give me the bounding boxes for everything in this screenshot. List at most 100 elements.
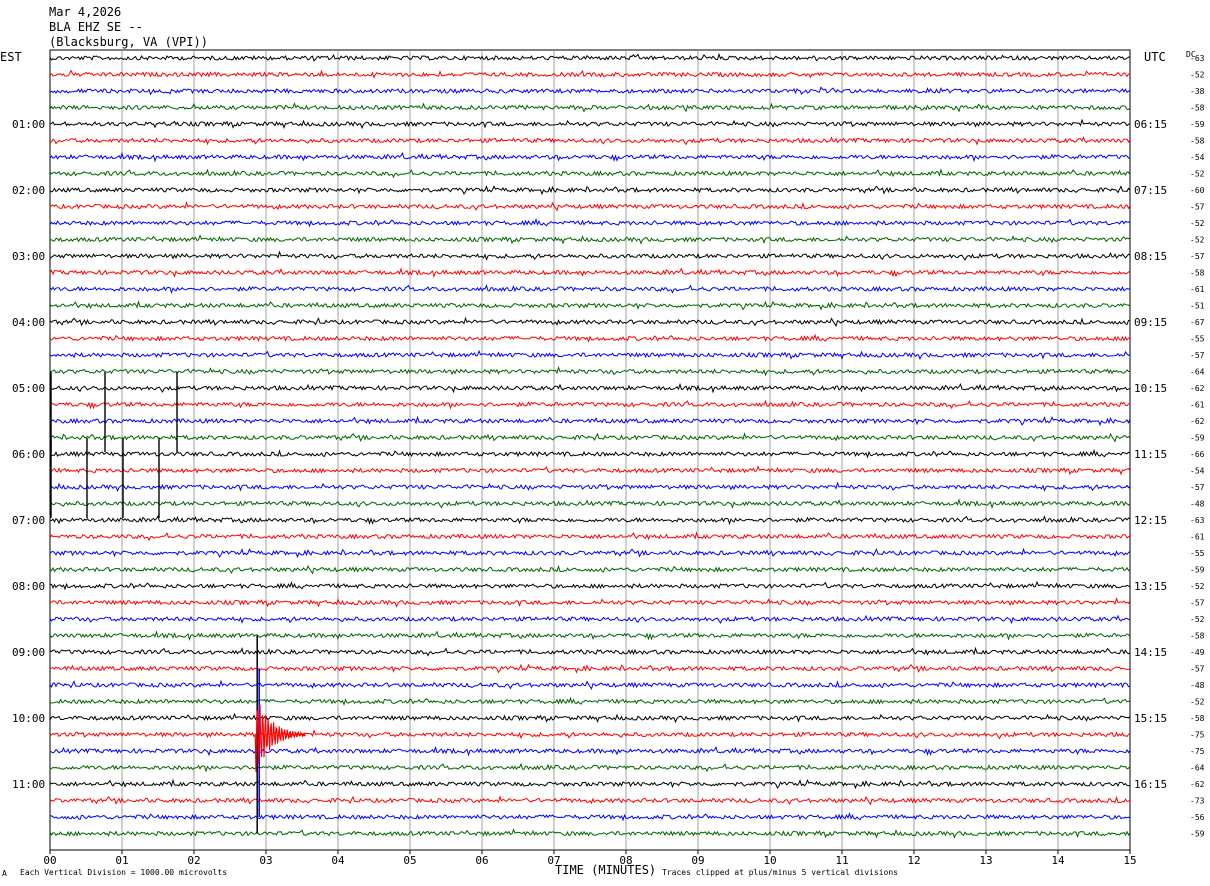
dc-offset-label: -52 <box>1190 170 1205 179</box>
dc-offset-label: -55 <box>1190 549 1205 558</box>
dc-offset-label: -52 <box>1190 219 1205 228</box>
seismic-trace <box>49 415 1131 427</box>
left-time-label: 05:00 <box>12 382 45 395</box>
dc-offset-label: -38 <box>1190 87 1205 96</box>
station-label: BLA EHZ SE -- <box>49 20 143 34</box>
scale-note: Each Vertical Division = 1000.00 microvo… <box>20 868 227 877</box>
dc-offset-label: -52 <box>1190 615 1205 624</box>
seismic-trace <box>49 168 1131 179</box>
seismic-trace <box>49 432 1131 443</box>
x-tick-label: 02 <box>187 854 200 867</box>
dc-offset-label: -61 <box>1190 533 1205 542</box>
footer-mark: A <box>2 869 7 878</box>
x-tick-label: 12 <box>907 854 920 867</box>
seismic-trace <box>49 250 1131 261</box>
x-axis-label: TIME (MINUTES) <box>555 863 656 877</box>
seismic-trace <box>49 712 1131 724</box>
seismic-trace <box>49 333 1130 344</box>
right-time-label: 16:15 <box>1134 778 1167 791</box>
seismic-trace <box>49 580 1131 591</box>
seismic-trace <box>49 366 1131 377</box>
dc-offset-label: -58 <box>1190 714 1205 723</box>
dc-offset-label: -63 <box>1190 54 1205 63</box>
x-tick-label: 05 <box>403 854 416 867</box>
seismic-trace <box>49 69 1131 79</box>
seismic-trace <box>49 729 1131 740</box>
left-axis-title: EST <box>0 50 22 64</box>
dc-offset-label: -64 <box>1190 368 1205 377</box>
right-time-label: 15:15 <box>1134 712 1167 725</box>
left-time-label: 06:00 <box>12 448 45 461</box>
seismic-trace <box>49 234 1131 245</box>
dc-offset-label: -57 <box>1190 203 1205 212</box>
seismic-trace <box>49 284 1131 295</box>
dc-offset-label: -62 <box>1190 384 1205 393</box>
traces <box>49 52 1131 839</box>
dc-offset-labels: -63 -52 -38 -58 -59 -58 -54 -52 -60 -57 -52 -52 -57 -… <box>1190 54 1205 839</box>
dc-offset-label: -54 <box>1190 153 1205 162</box>
seismic-trace <box>49 514 1131 526</box>
dc-offset-label: -75 <box>1190 731 1205 740</box>
x-tick-label: 06 <box>475 854 488 867</box>
seismic-trace <box>49 449 1131 459</box>
dc-offset-label: -51 <box>1190 302 1205 311</box>
seismic-trace <box>49 52 1131 62</box>
dc-offset-label: -64 <box>1190 764 1205 773</box>
right-time-label: 08:15 <box>1134 250 1167 263</box>
seismic-trace <box>49 102 1131 113</box>
seismic-trace <box>49 498 1131 510</box>
seismic-trace <box>49 201 1131 212</box>
seismic-trace <box>49 646 1131 657</box>
dc-offset-label: -59 <box>1190 434 1205 443</box>
right-time-label: 07:15 <box>1134 184 1167 197</box>
x-tick-labels: 00 01 02 03 04 05 06 07 08 09 10 11 12 13 14 15 <box>43 854 1136 867</box>
left-time-label: 03:00 <box>12 250 45 263</box>
dc-offset-label: -73 <box>1190 797 1205 806</box>
right-time-labels: 06:15 07:15 08:15 09:15 10:15 11:15 12:15 13:15… <box>1134 118 1167 791</box>
dc-offset-label: -59 <box>1190 566 1205 575</box>
dc-offset-label: -52 <box>1190 698 1205 707</box>
left-time-label: 08:00 <box>12 580 45 593</box>
dc-offset-label: -58 <box>1190 137 1205 146</box>
seismic-trace <box>49 778 1130 790</box>
dc-offset-label: -59 <box>1190 120 1205 129</box>
seismic-trace <box>49 812 1131 822</box>
left-time-label: 02:00 <box>12 184 45 197</box>
dc-offset-label: -52 <box>1190 236 1205 245</box>
right-time-label: 11:15 <box>1134 448 1167 461</box>
seismic-trace <box>49 349 1131 361</box>
left-time-label: 09:00 <box>12 646 45 659</box>
left-time-label: 11:00 <box>12 778 45 791</box>
dc-offset-label: -57 <box>1190 351 1205 360</box>
x-tick-label: 11 <box>835 854 848 867</box>
seismic-trace <box>49 86 1131 96</box>
x-tick-label: 04 <box>331 854 345 867</box>
seismic-trace <box>49 316 1131 327</box>
right-axis-title: UTC <box>1144 50 1166 64</box>
dc-offset-label: -63 <box>1190 516 1205 525</box>
dc-offset-label: -57 <box>1190 252 1205 261</box>
seismic-trace <box>49 465 1131 476</box>
left-time-label: 04:00 <box>12 316 45 329</box>
right-time-label: 10:15 <box>1134 382 1167 395</box>
dc-offset-label: -59 <box>1190 830 1205 839</box>
seismic-trace <box>49 564 1131 575</box>
seismic-trace <box>49 547 1131 559</box>
dc-title: DC <box>1186 50 1196 59</box>
dc-offset-label: -56 <box>1190 813 1205 822</box>
dc-offset-label: -61 <box>1190 401 1205 410</box>
seismic-trace <box>49 630 1131 642</box>
dc-offset-label: -48 <box>1190 500 1205 509</box>
seismic-trace <box>49 828 1131 839</box>
x-tick-label: 01 <box>115 854 128 867</box>
seismic-trace <box>49 136 1131 146</box>
dc-offset-label: -60 <box>1190 186 1205 195</box>
dc-offset-label: -57 <box>1190 599 1205 608</box>
dc-offset-label: -66 <box>1190 450 1205 459</box>
dc-offset-label: -49 <box>1190 648 1205 657</box>
seismic-trace <box>49 696 1131 707</box>
seismic-trace <box>49 300 1131 311</box>
right-time-label: 14:15 <box>1134 646 1167 659</box>
dc-offset-label: -62 <box>1190 417 1205 426</box>
